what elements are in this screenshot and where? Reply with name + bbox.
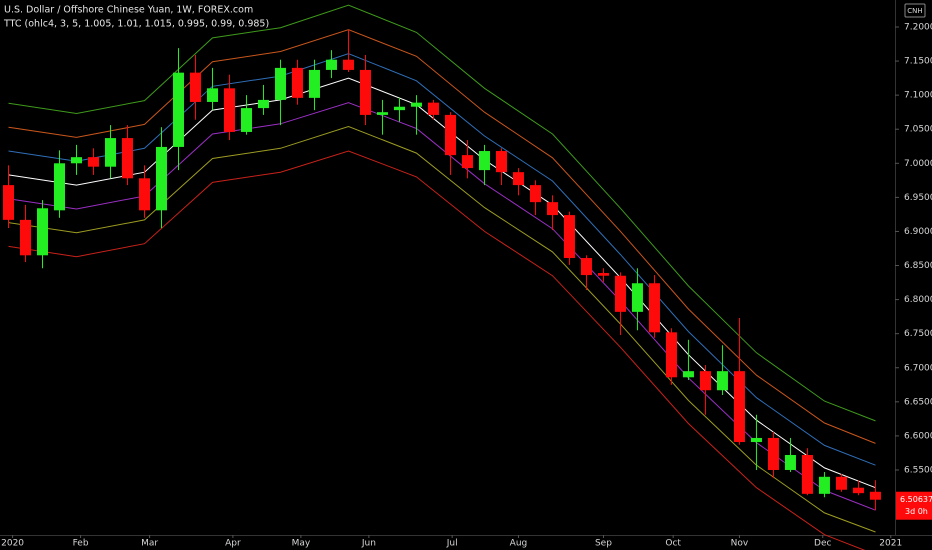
candle-body (223, 88, 235, 132)
candle-body (376, 112, 388, 115)
candle-body (444, 114, 456, 156)
y-tick-label: 6.60000 (904, 431, 932, 441)
indicator-label: TTC (ohlc4, 3, 5, 1.005, 1.01, 1.015, 0.… (3, 19, 269, 30)
candle-body (801, 454, 813, 494)
band-line (8, 4, 876, 422)
y-tick-label: 6.65000 (904, 397, 932, 407)
y-tick-label: 6.80000 (904, 295, 932, 305)
y-tick-label: 7.05000 (904, 125, 932, 135)
candle-body (597, 273, 609, 276)
x-tick-label: 2021 (879, 539, 902, 549)
countdown-label: 3d 0h (905, 507, 928, 516)
candle-body (427, 102, 439, 115)
candle-body (104, 138, 116, 167)
candle-body (665, 332, 677, 378)
y-tick-label: 7.15000 (904, 57, 932, 67)
x-tick-label: Mar (141, 539, 158, 549)
x-tick-label: Nov (731, 539, 749, 549)
y-tick-label: 6.70000 (904, 363, 932, 373)
candle-body (172, 72, 184, 147)
candle-body (155, 146, 167, 211)
candle-body (2, 185, 14, 220)
y-tick-label: 6.75000 (904, 329, 932, 339)
overlay: U.S. Dollar / Offshore Chinese Yuan, 1W,… (3, 3, 926, 30)
candle-body (87, 157, 99, 167)
candle-body (70, 157, 82, 164)
candle-body (36, 208, 48, 256)
x-tick-label: Sep (595, 539, 612, 549)
candle-body (682, 371, 694, 378)
candle-body (240, 108, 252, 132)
candle-body (716, 371, 728, 391)
candle-body (121, 138, 133, 179)
y-tick-label: 6.90000 (904, 227, 932, 237)
candle-body (495, 151, 507, 173)
candle-body (206, 88, 218, 102)
symbol-badge: CNH (907, 7, 922, 15)
candle-body (818, 476, 830, 494)
candle-body (393, 106, 405, 111)
x-tick-label: Aug (510, 539, 528, 549)
band-line (8, 29, 876, 444)
candle-body (563, 215, 575, 259)
candle-body (325, 59, 337, 70)
x-tick-label: Oct (665, 539, 681, 549)
candle-body (461, 155, 473, 169)
candle-body (291, 67, 303, 98)
x-tick-label: Jun (361, 539, 376, 549)
last-price-box (896, 491, 932, 520)
candle-body (699, 371, 711, 391)
candle-body (733, 371, 745, 443)
candle-body (580, 258, 592, 276)
last-price-label: 6.50637 (900, 495, 932, 504)
candle-body (835, 476, 847, 490)
candle-body (478, 151, 490, 171)
y-tick-label: 6.85000 (904, 261, 932, 271)
candle-body (359, 69, 371, 115)
candle-body (767, 437, 779, 470)
chart-title: U.S. Dollar / Offshore Chinese Yuan, 1W,… (4, 5, 253, 16)
candle-body (138, 178, 150, 211)
candle-body (869, 491, 881, 500)
candle-body (53, 163, 65, 211)
candle-body (852, 487, 864, 494)
candle-body (274, 67, 286, 100)
y-tick-label: 7.20000 (904, 22, 932, 32)
x-tick-label: Apr (225, 539, 241, 549)
y-tick-label: 6.95000 (904, 193, 932, 203)
symbol-badge-box (904, 3, 926, 18)
candle-body (546, 202, 558, 216)
y-tick-label: 7.10000 (904, 91, 932, 101)
x-tick-label: Dec (814, 539, 831, 549)
candle-body (342, 59, 354, 70)
candle-body (614, 275, 626, 312)
band-line (8, 150, 866, 550)
x-tick-label: May (292, 539, 311, 549)
candle-body (648, 283, 660, 333)
candle-body (308, 69, 320, 98)
candle-body (19, 219, 31, 256)
x-tick-label: Feb (73, 539, 89, 549)
candle-body (750, 437, 762, 443)
y-tick-label: 6.55000 (904, 465, 932, 475)
band-line (8, 53, 876, 466)
candle-body (189, 72, 201, 102)
candle-body (631, 283, 643, 312)
candle-body (529, 185, 541, 203)
plot-area: 7.20000 7.15000 7.10000 7.05000 7.00000 6.950… (1, 4, 932, 550)
x-tick-label: 2020 (1, 539, 24, 549)
candle-body (784, 454, 796, 470)
band-line (8, 125, 876, 533)
candle-body (512, 172, 524, 186)
x-tick-label: Jul (446, 539, 458, 549)
candle-body (410, 102, 422, 107)
y-tick-label: 7.00000 (904, 159, 932, 169)
candle-body (257, 99, 269, 109)
